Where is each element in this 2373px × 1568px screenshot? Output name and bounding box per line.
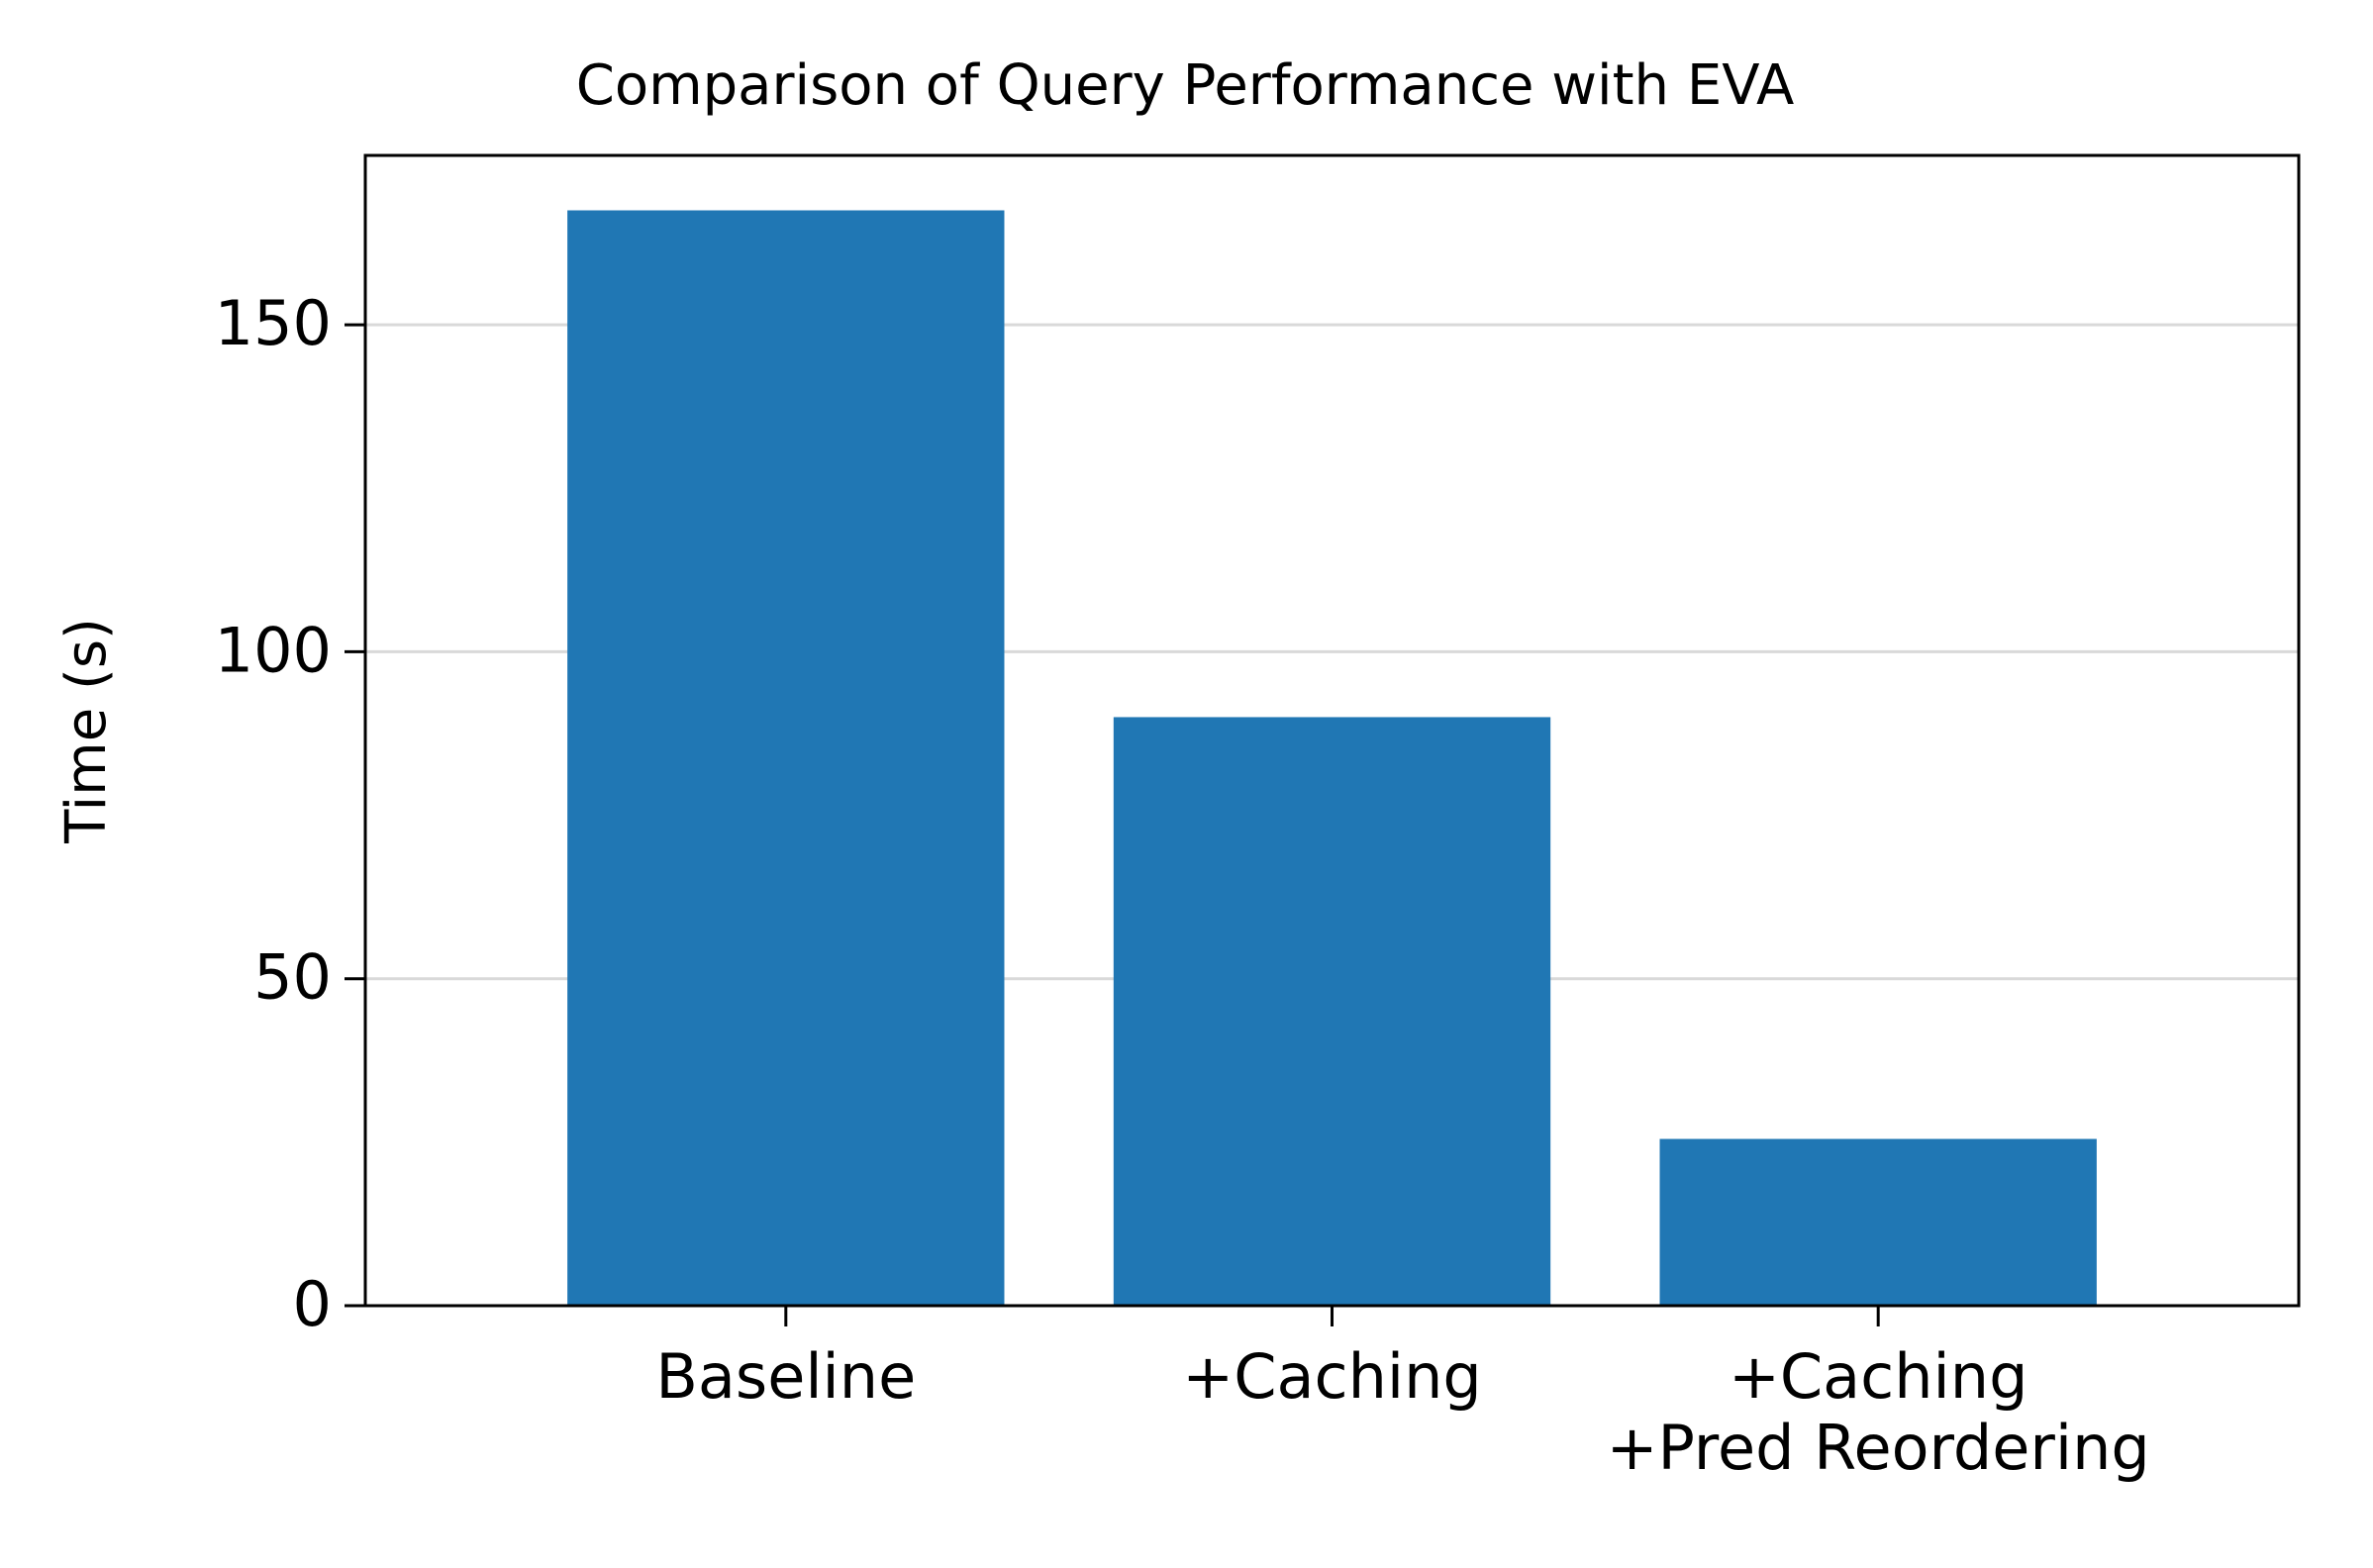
- x-tick-label: +Caching: [1182, 1340, 1482, 1413]
- x-axis-ticks: Baseline +Caching +Caching +Pred Reordering: [655, 1306, 2150, 1484]
- y-tick-label: 0: [293, 1268, 332, 1340]
- bars: [567, 210, 2097, 1307]
- y-axis-ticks: 0 50 100 150: [215, 287, 365, 1340]
- y-tick-label: 50: [253, 941, 332, 1014]
- y-axis-title: Time (s): [54, 618, 119, 844]
- x-tick-label: Baseline: [655, 1340, 916, 1413]
- x-tick-label: +Caching +Pred Reordering: [1607, 1340, 2150, 1484]
- chart-title: Comparison of Query Performance with EVA: [576, 53, 1795, 118]
- y-tick-label: 150: [215, 287, 332, 359]
- bar: [567, 210, 1005, 1307]
- y-tick-label: 100: [215, 614, 332, 686]
- bar: [1113, 717, 1551, 1306]
- bar: [1659, 1138, 2097, 1306]
